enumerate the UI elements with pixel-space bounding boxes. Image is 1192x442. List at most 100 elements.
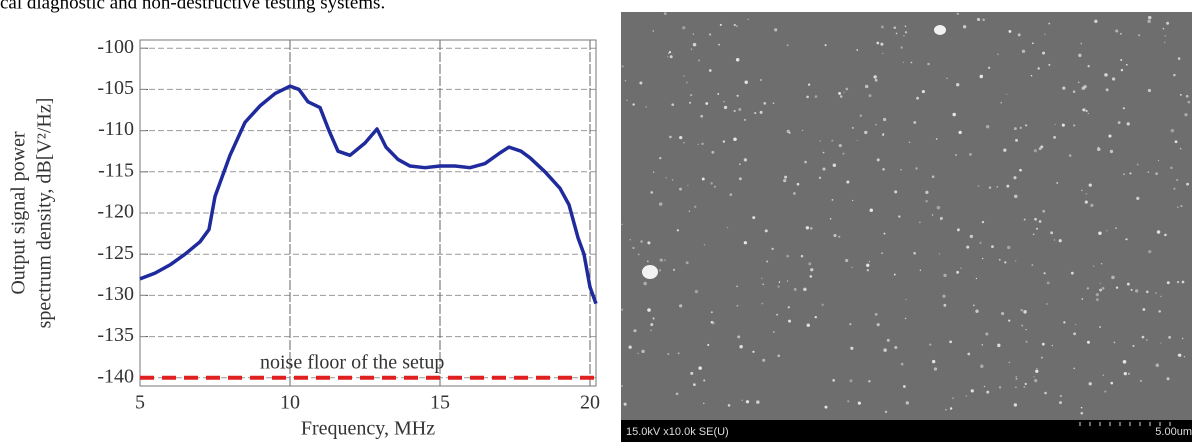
speckle: [1024, 382, 1027, 386]
speckle: [621, 65, 624, 68]
speckle: [1015, 260, 1017, 262]
speckle: [882, 52, 884, 55]
speckle: [898, 215, 901, 218]
speckle: [1120, 68, 1124, 72]
speckle: [1053, 136, 1056, 139]
speckle: [792, 191, 796, 195]
speckle: [1147, 171, 1150, 173]
speckle: [1104, 73, 1108, 77]
speckle: [726, 226, 729, 229]
speckle: [729, 193, 733, 196]
y-axis-label: Output signal power: [8, 131, 30, 295]
speckle: [1073, 367, 1075, 370]
body-text: cal diagnostic and non-destructive testi…: [0, 0, 385, 13]
speckle: [1127, 372, 1130, 375]
speckle: [1117, 121, 1121, 125]
speckle: [893, 26, 897, 30]
speckle: [1120, 58, 1123, 61]
speckle: [1033, 149, 1038, 153]
speckle: [1179, 147, 1182, 150]
speckle: [967, 352, 971, 356]
speckle: [621, 223, 623, 226]
y-tick-label: -100: [97, 36, 134, 58]
speckle: [851, 266, 853, 269]
speckle: [710, 321, 714, 324]
speckle: [1125, 63, 1128, 66]
speckle: [1068, 154, 1072, 157]
speckle: [876, 41, 880, 45]
speckle: [667, 353, 670, 356]
speckle: [1025, 124, 1028, 127]
speckle: [1000, 311, 1005, 316]
speckle: [945, 409, 947, 411]
particle: [934, 25, 946, 35]
speckle: [804, 160, 807, 164]
speckle: [1177, 354, 1180, 356]
speckle: [942, 294, 946, 298]
y-tick-label: -120: [97, 201, 134, 223]
speckle: [1044, 391, 1047, 395]
speckle: [933, 367, 938, 371]
speckle: [1074, 323, 1077, 326]
speckle: [1187, 100, 1191, 104]
speckle: [745, 400, 750, 404]
speckle: [916, 96, 919, 100]
speckle: [801, 129, 804, 132]
speckle: [918, 221, 921, 224]
speckle: [694, 289, 699, 294]
speckle: [736, 25, 738, 27]
speckle: [705, 102, 709, 105]
speckle: [1123, 173, 1125, 176]
speckle: [621, 308, 624, 311]
speckle: [632, 103, 635, 106]
speckle: [1021, 324, 1024, 327]
speckle: [969, 234, 974, 239]
speckle: [977, 185, 980, 187]
speckle: [938, 253, 940, 255]
speckle: [807, 83, 811, 86]
speckle: [1115, 227, 1117, 229]
speckle: [809, 226, 813, 230]
speckle: [1147, 15, 1152, 20]
speckle: [739, 344, 743, 349]
speckle: [925, 199, 928, 203]
speckle: [669, 135, 672, 139]
speckle: [996, 186, 998, 188]
speckle: [743, 241, 748, 245]
speckle: [1126, 282, 1130, 286]
speckle: [787, 306, 791, 309]
speckle: [652, 317, 655, 320]
speckle: [808, 262, 812, 266]
speckle: [1125, 238, 1127, 241]
speckle: [778, 281, 781, 283]
speckle: [692, 383, 696, 387]
speckle: [1087, 65, 1090, 68]
speckle: [884, 410, 888, 414]
speckle: [1006, 93, 1008, 95]
speckle: [710, 182, 713, 185]
speckle: [1025, 329, 1027, 331]
speckle: [624, 80, 627, 82]
speckle: [1043, 272, 1046, 275]
speckle: [1040, 356, 1043, 359]
speckle: [1176, 178, 1179, 182]
x-tick-label: 20: [580, 392, 600, 414]
speckle: [988, 186, 992, 189]
speckle: [697, 59, 701, 62]
speckle: [762, 358, 766, 362]
speckle: [669, 55, 673, 59]
speckle: [838, 235, 841, 238]
speckle: [949, 407, 953, 410]
speckle: [672, 268, 676, 271]
speckle: [1181, 337, 1184, 340]
speckle: [869, 208, 874, 213]
speckle: [833, 233, 837, 238]
speckle: [1155, 292, 1157, 294]
speckle: [908, 141, 911, 143]
speckle: [637, 253, 640, 256]
speckle: [864, 84, 869, 89]
speckle: [800, 254, 804, 258]
speckle: [1176, 280, 1180, 284]
speckle: [946, 77, 948, 80]
speckle: [880, 25, 884, 29]
